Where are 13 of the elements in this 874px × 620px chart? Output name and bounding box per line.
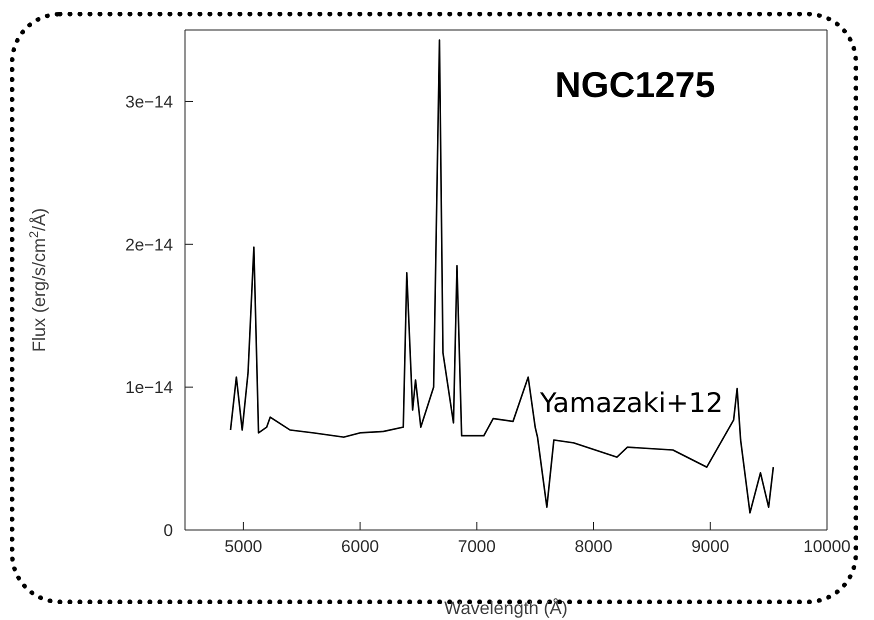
y-tick-label: 3e−14 [125, 92, 173, 112]
x-tick-label: 7000 [458, 537, 496, 556]
x-tick-label: 6000 [341, 537, 380, 556]
x-tick-label: 9000 [691, 537, 730, 556]
y-tick-label: 2e−14 [125, 235, 173, 254]
x-tick-label: 10000 [803, 537, 851, 556]
annotation: Yamazaki+12 [540, 388, 724, 419]
x-axis-title: Wavelength (Å) [444, 598, 568, 618]
text: NGC1275 [555, 64, 716, 106]
x-tick-label: 8000 [574, 537, 612, 556]
y-tick-label: 0 [164, 521, 173, 540]
y-tick-label: 1e−14 [125, 378, 173, 398]
x-tick-label: 5000 [224, 537, 262, 556]
